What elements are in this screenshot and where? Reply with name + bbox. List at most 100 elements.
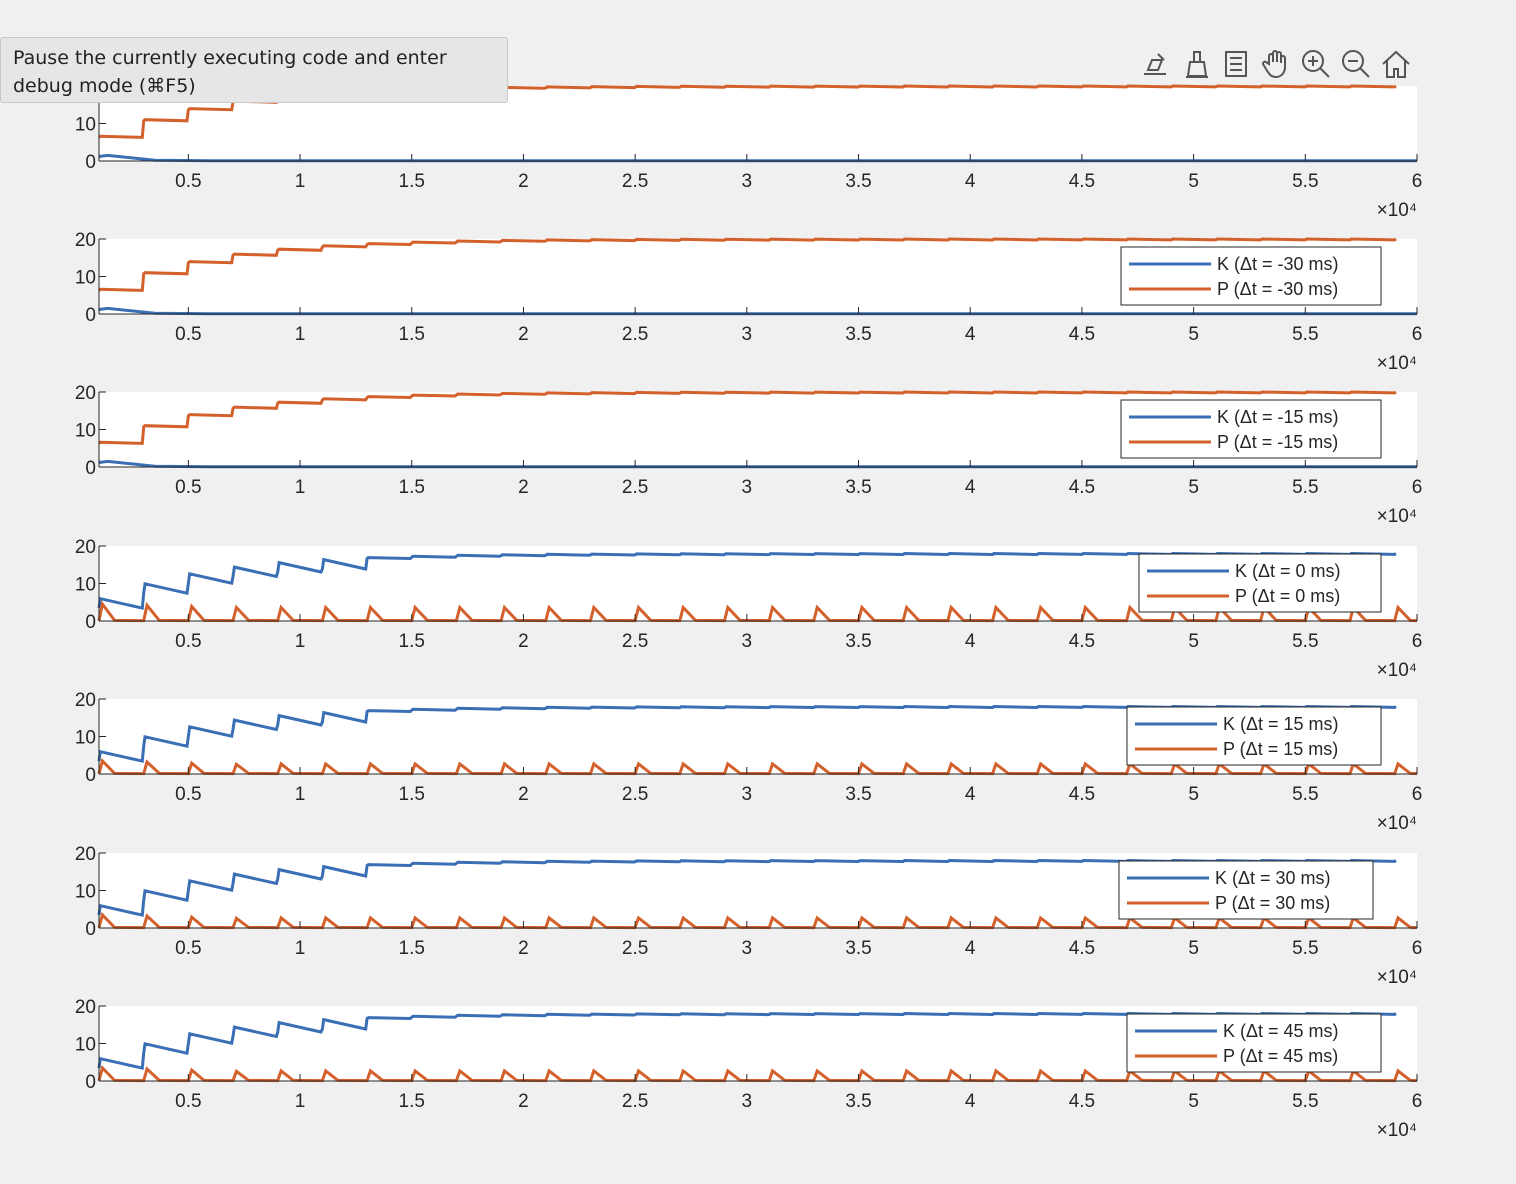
x-tick-label: 0.5 (175, 938, 201, 959)
x-tick-label: 1.5 (399, 938, 425, 959)
y-tick-label: 10 (75, 115, 96, 136)
x-tick-label: 4 (965, 784, 976, 805)
legend: K (Δt = 15 ms) P (Δt = 15 ms) (1126, 706, 1382, 766)
x-exponent-label: ×10⁴ (1377, 200, 1417, 221)
legend-label-P: P (Δt = 45 ms) (1223, 1046, 1338, 1066)
x-tick-label: 1.5 (399, 171, 425, 192)
x-tick-label: 3.5 (845, 477, 871, 498)
legend: K (Δt = 30 ms) P (Δt = 30 ms) (1118, 860, 1374, 920)
x-tick-label: 5 (1188, 784, 1199, 805)
legend-box (1126, 706, 1382, 766)
x-tick-label: 3.5 (845, 324, 871, 345)
x-tick-label: 5 (1188, 938, 1199, 959)
y-tick-label: 20 (75, 844, 96, 865)
legend-box (1118, 860, 1374, 920)
x-tick-label: 5 (1188, 631, 1199, 652)
data-tips-icon[interactable] (1218, 46, 1254, 82)
x-tick-label: 1 (295, 1091, 306, 1112)
y-tick-label: 0 (85, 305, 96, 326)
zoom-in-icon[interactable] (1298, 46, 1334, 82)
x-tick-label: 6 (1412, 631, 1423, 652)
legend-box (1138, 553, 1382, 613)
x-tick-label: 5.5 (1292, 631, 1318, 652)
x-tick-label: 6 (1412, 324, 1423, 345)
y-tick-label: 0 (85, 152, 96, 173)
legend: K (Δt = -15 ms) P (Δt = -15 ms) (1120, 399, 1382, 459)
legend-box (1120, 246, 1382, 306)
x-tick-label: 3 (742, 631, 753, 652)
legend: K (Δt = 0 ms) P (Δt = 0 ms) (1138, 553, 1382, 613)
x-tick-label: 2 (518, 631, 529, 652)
x-tick-label: 5 (1188, 324, 1199, 345)
x-tick-label: 4.5 (1069, 477, 1095, 498)
tooltip-text: Pause the currently executing code and e… (13, 47, 447, 97)
x-tick-label: 2 (518, 938, 529, 959)
zoom-out-icon[interactable] (1338, 46, 1374, 82)
legend-label-K: K (Δt = 30 ms) (1215, 868, 1331, 888)
subplot-7: 0 10 20 0.5 1 1.5 2 2.5 3 3.5 4 4.5 5 5.5 6 ×10⁴ K (Δt =… (75, 997, 1422, 1141)
y-tick-label: 10 (75, 728, 96, 749)
subplot-2: 0 10 20 0.5 1 1.5 2 2.5 3 3.5 4 4.5 5 5.5 6 ×10⁴ K (Δt =… (75, 230, 1422, 374)
y-tick-label: 20 (75, 230, 96, 251)
legend-label-P: P (Δt = -30 ms) (1217, 279, 1338, 299)
x-tick-label: 5.5 (1292, 477, 1318, 498)
y-tick-label: 20 (75, 690, 96, 711)
x-tick-label: 1 (295, 938, 306, 959)
x-tick-label: 2 (518, 784, 529, 805)
x-tick-label: 0.5 (175, 784, 201, 805)
legend: K (Δt = 45 ms) P (Δt = 45 ms) (1126, 1013, 1382, 1073)
x-tick-label: 4 (965, 631, 976, 652)
legend-label-P: P (Δt = 30 ms) (1215, 893, 1330, 913)
x-tick-label: 5 (1188, 171, 1199, 192)
home-icon[interactable] (1378, 46, 1414, 82)
y-tick-label: 10 (75, 268, 96, 289)
x-tick-label: 4 (965, 477, 976, 498)
x-tick-label: 6 (1412, 171, 1423, 192)
pan-icon[interactable] (1258, 46, 1294, 82)
x-exponent-label: ×10⁴ (1377, 813, 1417, 834)
x-exponent-label: ×10⁴ (1377, 506, 1417, 527)
x-tick-label: 3 (742, 938, 753, 959)
subplot-6: 0 10 20 0.5 1 1.5 2 2.5 3 3.5 4 4.5 5 5.5 6 ×10⁴ K (Δt =… (75, 844, 1422, 988)
x-tick-label: 1.5 (399, 477, 425, 498)
x-exponent-label: ×10⁴ (1377, 660, 1417, 681)
x-tick-label: 5.5 (1292, 938, 1318, 959)
x-tick-label: 1 (295, 631, 306, 652)
x-tick-label: 4 (965, 1091, 976, 1112)
x-tick-label: 2 (518, 171, 529, 192)
x-tick-label: 4 (965, 324, 976, 345)
x-tick-label: 1 (295, 324, 306, 345)
x-tick-label: 3.5 (845, 784, 871, 805)
x-tick-label: 4 (965, 171, 976, 192)
x-tick-label: 3 (742, 324, 753, 345)
y-tick-label: 10 (75, 575, 96, 596)
brush-icon[interactable] (1178, 46, 1214, 82)
x-tick-label: 4.5 (1069, 938, 1095, 959)
x-tick-label: 5.5 (1292, 324, 1318, 345)
x-tick-label: 4.5 (1069, 1091, 1095, 1112)
x-tick-label: 0.5 (175, 324, 201, 345)
legend-box (1120, 399, 1382, 459)
x-tick-label: 1.5 (399, 1091, 425, 1112)
x-tick-label: 4.5 (1069, 631, 1095, 652)
x-tick-label: 1 (295, 171, 306, 192)
x-tick-label: 2.5 (622, 171, 648, 192)
legend-label-P: P (Δt = 0 ms) (1235, 586, 1340, 606)
x-tick-label: 5 (1188, 477, 1199, 498)
y-tick-label: 10 (75, 882, 96, 903)
x-tick-label: 0.5 (175, 477, 201, 498)
x-tick-label: 0.5 (175, 1091, 201, 1112)
x-tick-label: 5.5 (1292, 171, 1318, 192)
x-tick-label: 3.5 (845, 1091, 871, 1112)
x-tick-label: 3.5 (845, 631, 871, 652)
x-tick-label: 1.5 (399, 631, 425, 652)
legend-label-K: K (Δt = 45 ms) (1223, 1021, 1339, 1041)
x-tick-label: 2.5 (622, 784, 648, 805)
series-P-line (98, 390, 1397, 445)
legend-box (1126, 1013, 1382, 1073)
x-tick-label: 2 (518, 324, 529, 345)
x-tick-label: 1 (295, 477, 306, 498)
x-tick-label: 2 (518, 1091, 529, 1112)
export-icon[interactable] (1138, 46, 1174, 82)
x-tick-label: 3.5 (845, 171, 871, 192)
